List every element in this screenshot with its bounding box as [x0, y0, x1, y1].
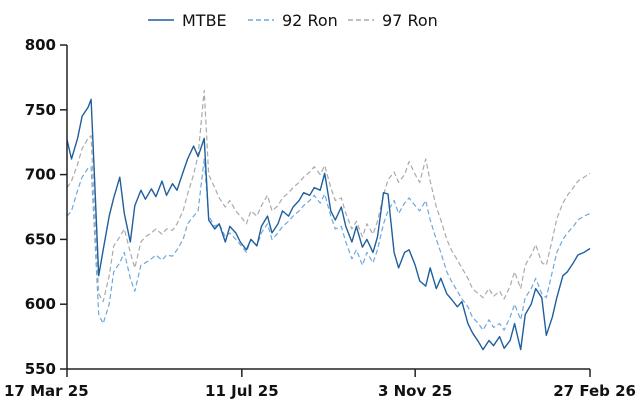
- x-tick-label: 3 Nov 25: [378, 382, 452, 400]
- x-tick-label: 11 Jul 25: [205, 382, 279, 400]
- legend-label: MTBE: [182, 11, 227, 30]
- y-tick-label: 650: [25, 230, 56, 248]
- x-ticks: 17 Mar 25 11 Jul 25 3 Nov 25 27 Feb 26: [4, 369, 636, 400]
- series-line-97-ron: [66, 89, 591, 303]
- legend-label: 92 Ron: [282, 11, 338, 30]
- x-tick-label: 27 Feb 26: [553, 382, 636, 400]
- axes: [66, 45, 590, 370]
- series-line-92-ron: [66, 158, 591, 331]
- y-tick-label: 800: [25, 36, 56, 54]
- series-layer: [66, 89, 591, 351]
- y-tick-label: 550: [25, 360, 56, 378]
- x-tick-label: 17 Mar 25: [4, 382, 89, 400]
- legend-label: 97 Ron: [382, 11, 438, 30]
- y-tick-label: 600: [25, 295, 56, 313]
- y-ticks: 550 600 650 700 750 800: [25, 36, 67, 378]
- legend: MTBE 92 Ron 97 Ron: [148, 11, 438, 30]
- y-tick-label: 700: [25, 166, 56, 184]
- series-line-mtbe: [66, 98, 591, 351]
- y-tick-label: 750: [25, 101, 56, 119]
